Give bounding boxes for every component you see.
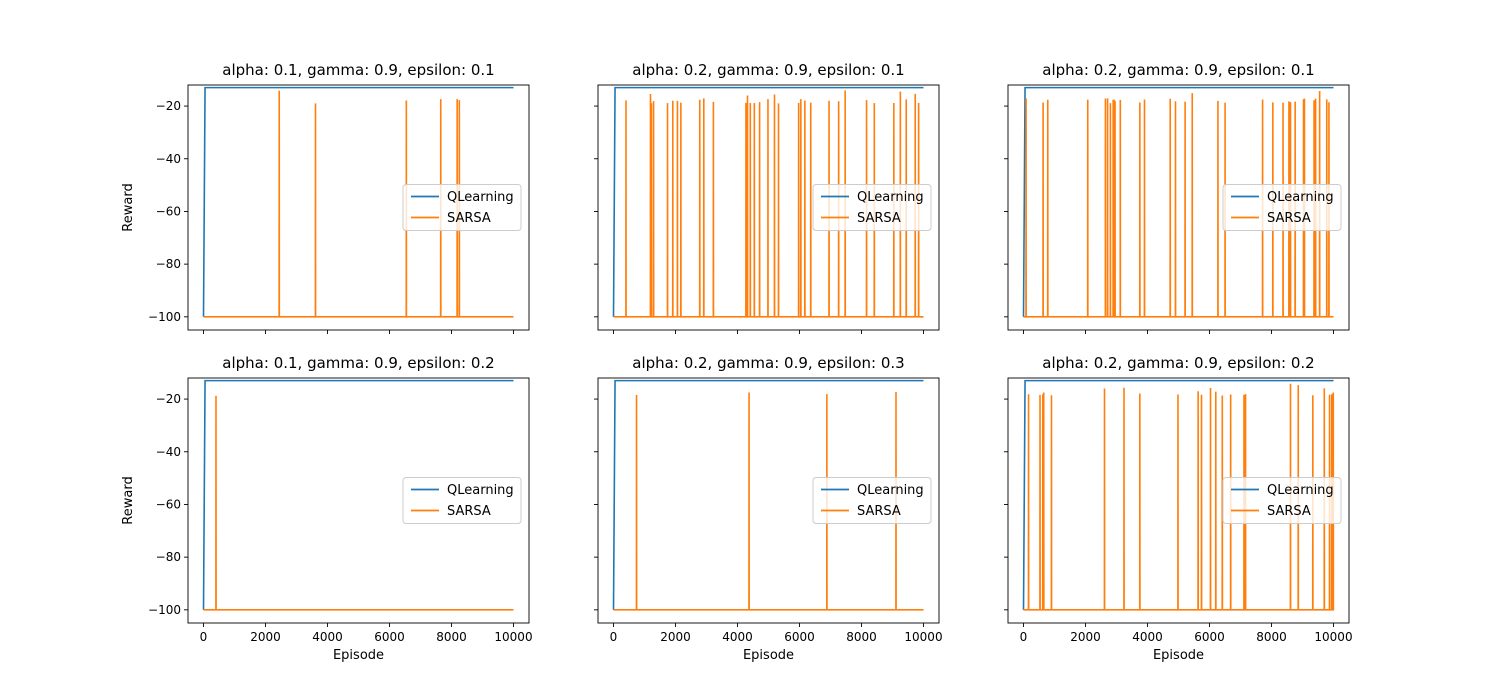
- series-sarsa-line: [203, 395, 514, 611]
- x-tick-label: 0: [610, 630, 618, 644]
- legend-label-sarsa: SARSA: [1267, 211, 1311, 226]
- x-tick-label: 0: [1020, 630, 1028, 644]
- y-tick-label: −40: [156, 445, 181, 459]
- series-sarsa-line: [613, 391, 924, 611]
- y-tick-label: −80: [156, 257, 181, 271]
- x-tick-label: 4000: [1132, 630, 1163, 644]
- legend-label-qlearning: QLearning: [1267, 190, 1334, 205]
- subplot-2: alpha: 0.2, gamma: 0.9, epsilon: 0.1 QLea…: [594, 61, 940, 334]
- legend-label-sarsa: SARSA: [447, 504, 491, 519]
- legend-label-sarsa: SARSA: [857, 504, 901, 519]
- series-qlearning-line: [202, 86, 514, 317]
- series-sarsa-line: [1023, 383, 1335, 611]
- subplot-3: alpha: 0.2, gamma: 0.9, epsilon: 0.1 QLea…: [1004, 61, 1350, 334]
- legend-label-qlearning: QLearning: [857, 190, 924, 205]
- series-qlearning-line: [1022, 86, 1334, 317]
- y-tick-label: −60: [156, 497, 181, 511]
- axes-frame: [597, 377, 940, 624]
- axes-frame: [187, 377, 530, 624]
- series-sarsa-line: [203, 90, 514, 318]
- y-axis-label: Reward: [121, 183, 136, 231]
- legend-label-qlearning: QLearning: [447, 483, 514, 498]
- x-tick-label: 10000: [1314, 630, 1352, 644]
- x-tick-label: 6000: [1194, 630, 1225, 644]
- x-axis-label: Episode: [1153, 648, 1204, 663]
- y-tick-label: −20: [156, 99, 181, 113]
- x-tick-label: 8000: [436, 630, 467, 644]
- y-axis-label: Reward: [121, 476, 136, 524]
- subplot-title: alpha: 0.1, gamma: 0.9, epsilon: 0.1: [222, 61, 494, 79]
- subplot-4: alpha: 0.1, gamma: 0.9, epsilon: 0.2 0 200…: [121, 354, 533, 663]
- y-tick-label: −20: [156, 392, 181, 406]
- series-qlearning-line: [1022, 379, 1334, 610]
- legend-label-sarsa: SARSA: [447, 211, 491, 226]
- y-tick-label: −80: [156, 550, 181, 564]
- subplot-title: alpha: 0.2, gamma: 0.9, epsilon: 0.1: [1042, 61, 1314, 79]
- series-qlearning-line: [202, 379, 514, 610]
- x-tick-label: 6000: [784, 630, 815, 644]
- x-tick-label: 6000: [374, 630, 405, 644]
- axes-frame: [1007, 84, 1350, 331]
- axes-frame: [1007, 377, 1350, 624]
- x-tick-label: 4000: [312, 630, 343, 644]
- x-tick-label: 8000: [1256, 630, 1287, 644]
- legend: QLearning SARSA: [402, 184, 522, 231]
- subplot-5: alpha: 0.2, gamma: 0.9, epsilon: 0.3 0 200…: [594, 354, 943, 663]
- axes-frame: [187, 84, 530, 331]
- legend-label-qlearning: QLearning: [857, 483, 924, 498]
- subplot-title: alpha: 0.1, gamma: 0.9, epsilon: 0.2: [222, 354, 494, 372]
- x-tick-label: 0: [200, 630, 208, 644]
- y-tick-label: −100: [148, 310, 181, 324]
- x-tick-label: 4000: [722, 630, 753, 644]
- x-axis-label: Episode: [743, 648, 794, 663]
- x-tick-label: 10000: [494, 630, 532, 644]
- legend: QLearning SARSA: [1222, 477, 1342, 524]
- legend: QLearning SARSA: [812, 184, 932, 231]
- y-tick-label: −60: [156, 204, 181, 218]
- subplot-title: alpha: 0.2, gamma: 0.9, epsilon: 0.1: [632, 61, 904, 79]
- axes-frame: [597, 84, 940, 331]
- subplot-title: alpha: 0.2, gamma: 0.9, epsilon: 0.3: [632, 354, 904, 372]
- series-sarsa-line: [613, 90, 924, 318]
- legend: QLearning SARSA: [1222, 184, 1342, 231]
- subplot-6: alpha: 0.2, gamma: 0.9, epsilon: 0.2 0 200…: [1004, 354, 1353, 663]
- legend-label-qlearning: QLearning: [1267, 483, 1334, 498]
- x-tick-label: 8000: [846, 630, 877, 644]
- x-tick-label: 2000: [250, 630, 281, 644]
- subplot-title: alpha: 0.2, gamma: 0.9, epsilon: 0.2: [1042, 354, 1314, 372]
- x-tick-label: 10000: [904, 630, 942, 644]
- x-axis-label: Episode: [333, 648, 384, 663]
- legend: QLearning SARSA: [812, 477, 932, 524]
- legend-label-sarsa: SARSA: [857, 211, 901, 226]
- subplot-1: alpha: 0.1, gamma: 0.9, epsilon: 0.1 −20 −…: [121, 61, 530, 334]
- series-qlearning-line: [612, 86, 924, 317]
- series-sarsa-line: [1023, 90, 1334, 318]
- legend: QLearning SARSA: [402, 477, 522, 524]
- legend-label-sarsa: SARSA: [1267, 504, 1311, 519]
- legend-label-qlearning: QLearning: [447, 190, 514, 205]
- x-tick-label: 2000: [1070, 630, 1101, 644]
- series-qlearning-line: [612, 379, 924, 610]
- y-tick-label: −100: [148, 603, 181, 617]
- y-tick-label: −40: [156, 152, 181, 166]
- x-tick-label: 2000: [660, 630, 691, 644]
